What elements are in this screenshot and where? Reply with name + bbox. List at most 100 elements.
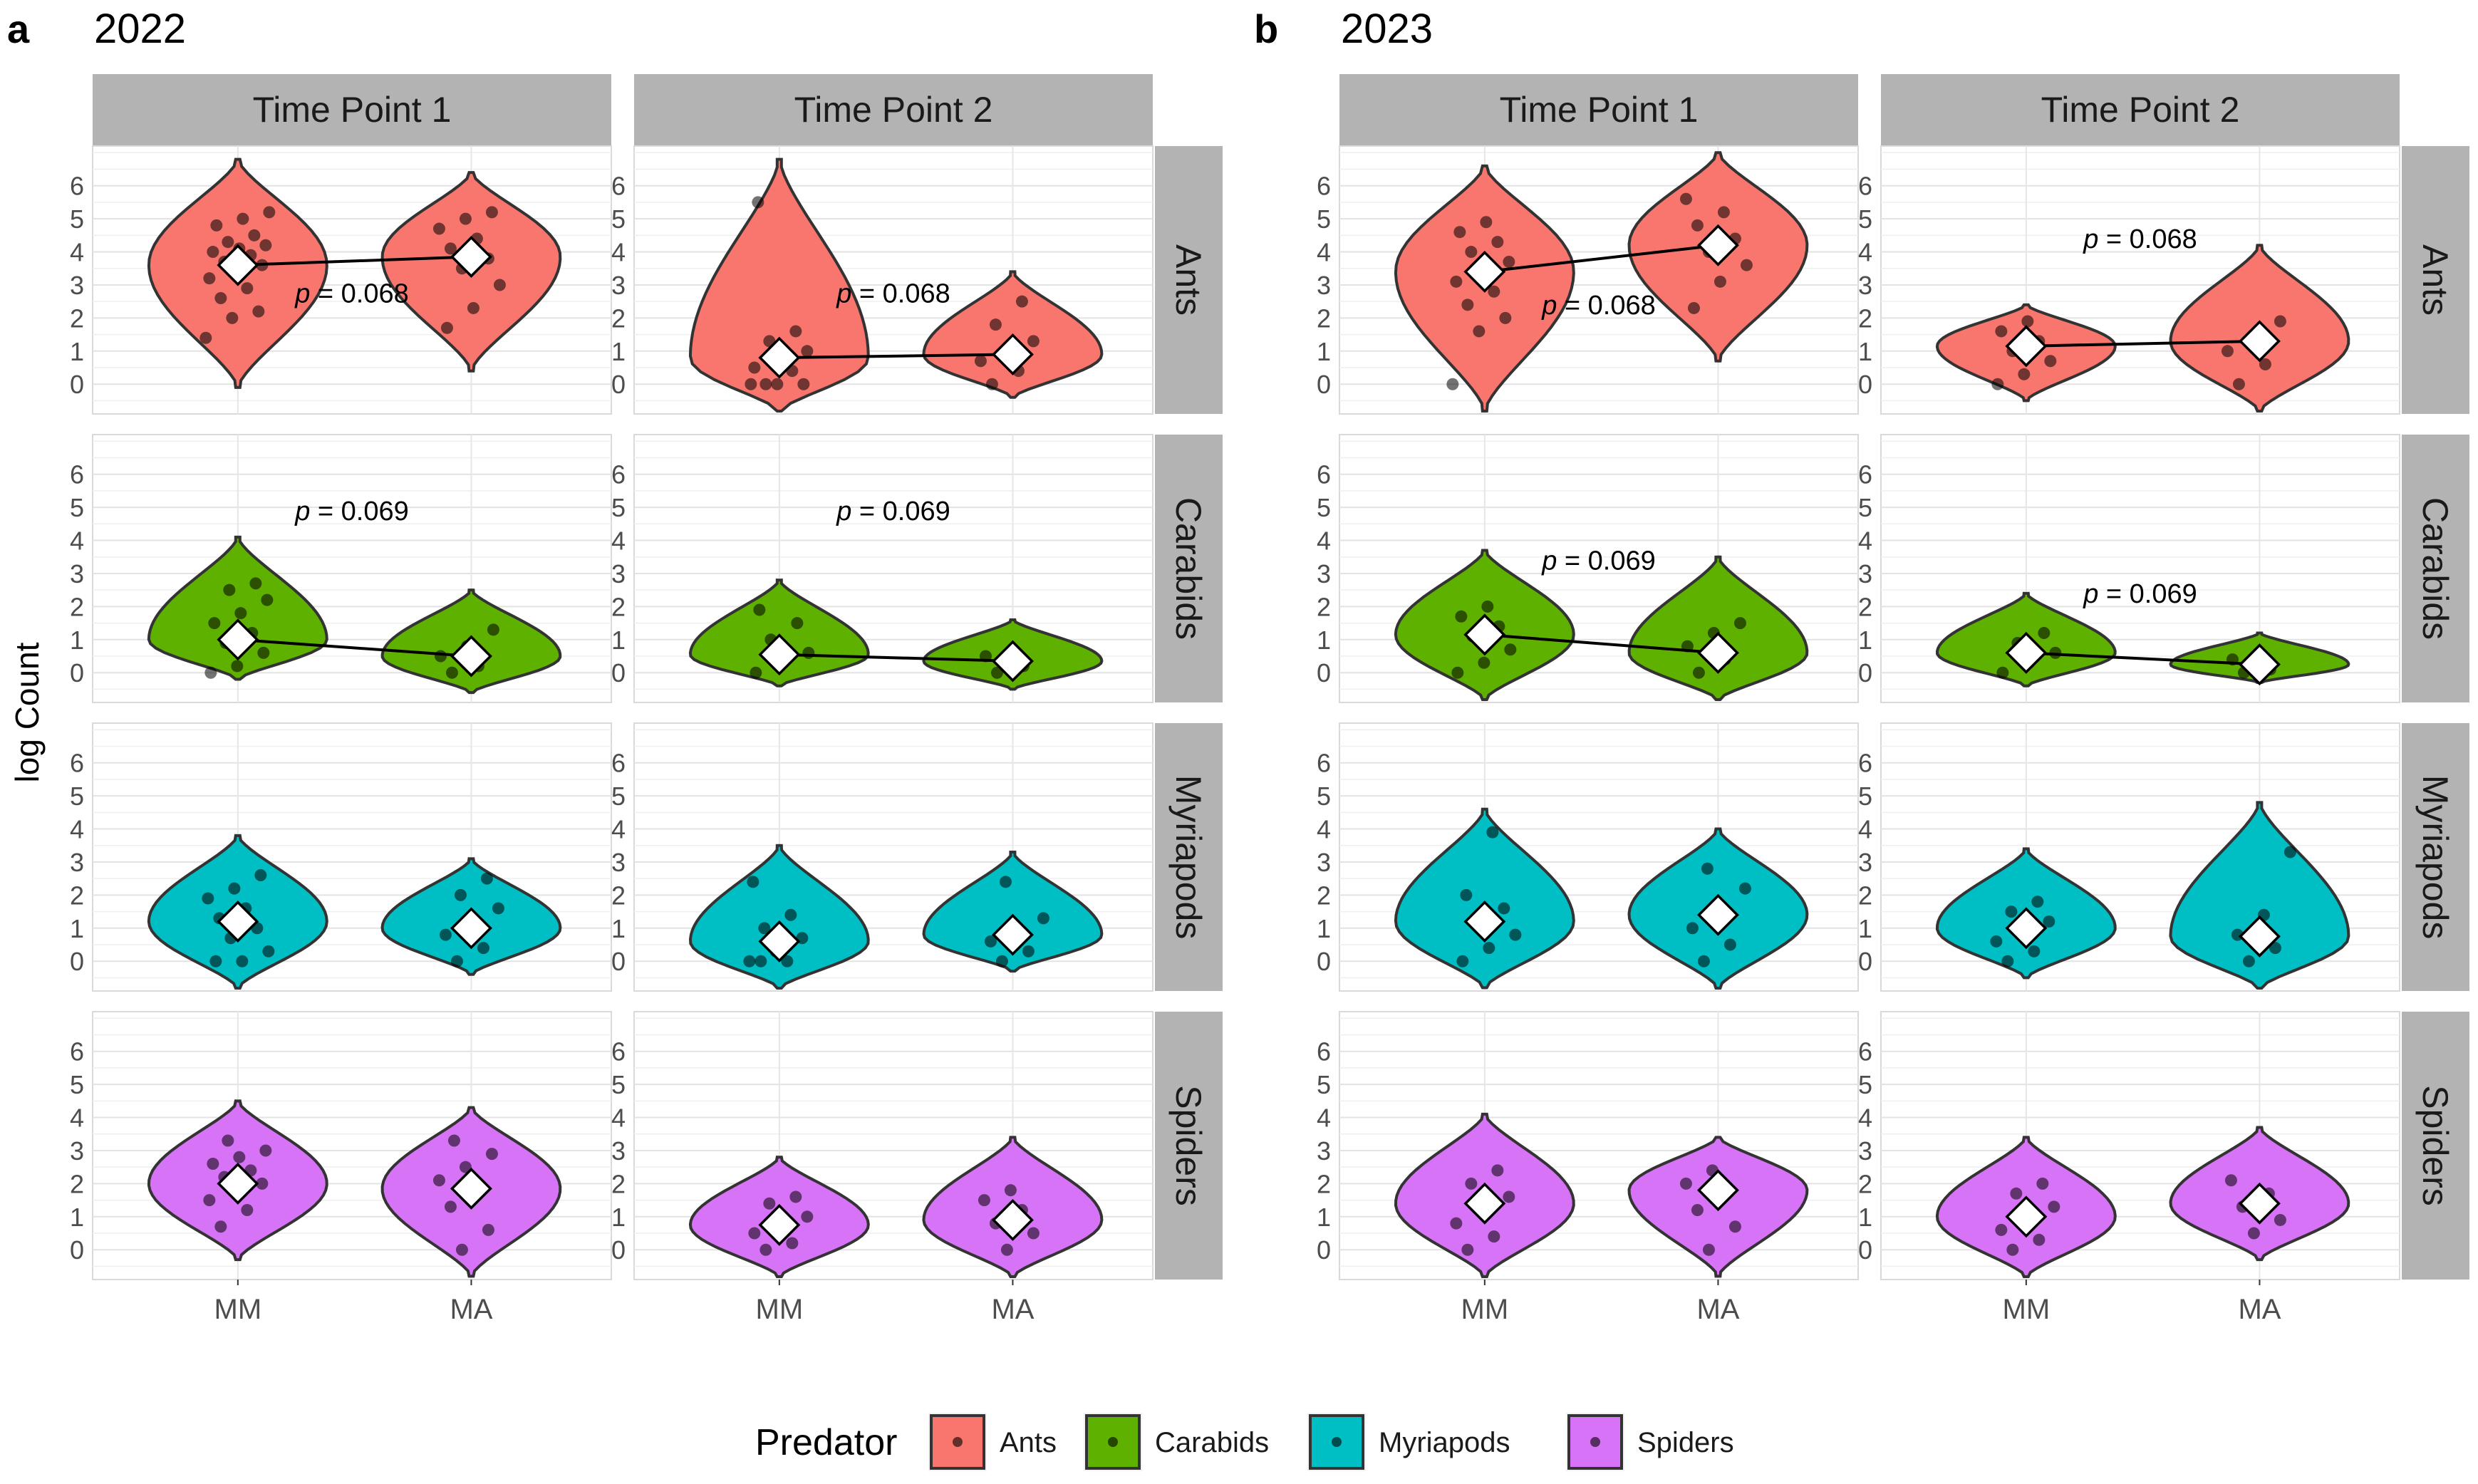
data-point bbox=[2048, 1200, 2060, 1213]
data-point bbox=[1488, 285, 1500, 298]
y-tick-label: 2 bbox=[1858, 1169, 1872, 1198]
data-point bbox=[752, 196, 764, 209]
facet-cell: 0 1 2 3 4 5 6 p = 0.069 bbox=[1858, 434, 2400, 703]
y-axis-label: log Count bbox=[9, 642, 46, 782]
y-tick-label: 4 bbox=[70, 1104, 84, 1133]
legend-label: Myriapods bbox=[1379, 1427, 1510, 1458]
data-point bbox=[1723, 938, 1736, 951]
y-tick-label: 3 bbox=[1858, 271, 1872, 300]
data-point bbox=[2221, 345, 2234, 358]
data-point bbox=[222, 236, 234, 249]
data-point bbox=[1456, 955, 1469, 967]
facet-strip-label: Ants bbox=[1168, 244, 1208, 316]
data-point bbox=[974, 355, 987, 368]
data-point bbox=[2036, 1177, 2049, 1190]
y-tick-label: 6 bbox=[1858, 460, 1872, 489]
data-point bbox=[236, 955, 249, 967]
data-point bbox=[207, 246, 219, 259]
data-point bbox=[2031, 896, 2044, 908]
legend-label: Carabids bbox=[1155, 1427, 1269, 1458]
data-point bbox=[1480, 216, 1493, 229]
mean-diamond bbox=[991, 640, 1034, 683]
data-point bbox=[241, 1204, 254, 1217]
x-tick-label: MM bbox=[214, 1294, 262, 1325]
data-point bbox=[789, 1190, 802, 1203]
violin-MM bbox=[1394, 807, 1575, 990]
data-point bbox=[450, 955, 463, 967]
legend-label: Ants bbox=[1000, 1427, 1057, 1458]
y-tick-label: 6 bbox=[70, 460, 84, 489]
y-tick-label: 5 bbox=[1317, 493, 1331, 522]
data-point bbox=[1504, 643, 1517, 656]
y-tick-label: 1 bbox=[1317, 337, 1331, 366]
mean-diamond bbox=[1463, 901, 1506, 943]
mean-diamond bbox=[450, 236, 492, 278]
data-point bbox=[444, 1200, 457, 1213]
mean-diamond bbox=[1696, 631, 1739, 674]
y-tick-label: 0 bbox=[611, 370, 626, 399]
facet-strip-row bbox=[1155, 723, 1223, 991]
y-tick-label: 2 bbox=[611, 881, 626, 910]
data-point bbox=[445, 666, 458, 679]
y-tick-label: 4 bbox=[70, 526, 84, 556]
data-point bbox=[2269, 942, 2281, 955]
y-tick-label: 2 bbox=[1858, 592, 1872, 621]
y-tick-label: 5 bbox=[611, 493, 626, 522]
mean-diamond bbox=[217, 1162, 259, 1205]
y-tick-label: 6 bbox=[611, 172, 626, 201]
data-point bbox=[480, 872, 493, 885]
mean-diamond bbox=[758, 920, 801, 962]
mean-diamond bbox=[450, 1167, 492, 1210]
data-point bbox=[1465, 246, 1478, 259]
data-point bbox=[1491, 1164, 1504, 1177]
mean-diamond bbox=[217, 244, 259, 286]
mean-trend-line bbox=[779, 653, 1013, 663]
data-point bbox=[259, 239, 272, 251]
data-point bbox=[1498, 902, 1510, 915]
facet-strip-label: Time Point 2 bbox=[2041, 90, 2240, 130]
y-tick-label: 3 bbox=[611, 271, 626, 300]
data-point bbox=[801, 1210, 814, 1223]
data-point bbox=[984, 935, 997, 948]
y-tick-label: 5 bbox=[70, 1070, 84, 1099]
facet-strip-column bbox=[1339, 74, 1858, 145]
violin-MM bbox=[688, 578, 870, 687]
data-point bbox=[1686, 922, 1699, 935]
y-tick-label: 0 bbox=[70, 947, 84, 976]
y-tick-label: 2 bbox=[1317, 592, 1331, 621]
data-point bbox=[801, 345, 814, 358]
y-tick-label: 1 bbox=[1858, 914, 1872, 943]
y-tick-label: 2 bbox=[70, 881, 84, 910]
y-tick-label: 0 bbox=[1858, 1235, 1872, 1265]
data-point bbox=[2224, 1174, 2237, 1187]
data-point bbox=[2005, 906, 2018, 918]
data-point bbox=[223, 583, 236, 596]
mean-trend-line bbox=[237, 255, 472, 267]
data-point bbox=[1679, 1177, 1692, 1190]
y-tick-label: 1 bbox=[70, 914, 84, 943]
legend-dot bbox=[1590, 1437, 1600, 1447]
y-tick-label: 0 bbox=[1858, 947, 1872, 976]
data-point bbox=[1991, 378, 2004, 390]
y-tick-label: 2 bbox=[70, 1169, 84, 1198]
data-point bbox=[485, 1148, 498, 1161]
y-tick-label: 4 bbox=[611, 526, 626, 556]
y-tick-label: 3 bbox=[70, 848, 84, 877]
data-point bbox=[1733, 617, 1746, 630]
mean-diamond bbox=[450, 635, 492, 678]
mean-trend-line bbox=[1484, 633, 1718, 655]
facet-cell: 0 1 2 3 4 5 6 p = 0.068 bbox=[1858, 145, 2400, 415]
facet-strip-row bbox=[2402, 435, 2469, 702]
data-point bbox=[978, 1194, 990, 1207]
data-point bbox=[210, 219, 223, 232]
data-point bbox=[1004, 1184, 1017, 1197]
data-point bbox=[1461, 299, 1474, 311]
data-point bbox=[781, 955, 794, 967]
data-point bbox=[1450, 1217, 1463, 1230]
facet-strip-column bbox=[1881, 74, 2400, 145]
mean-diamond bbox=[2238, 1182, 2281, 1225]
y-tick-label: 5 bbox=[1858, 1070, 1872, 1099]
facet-cell: 0 1 2 3 4 5 6 bbox=[1858, 722, 2400, 992]
data-point bbox=[262, 945, 275, 958]
mean-diamond bbox=[2005, 907, 2048, 950]
